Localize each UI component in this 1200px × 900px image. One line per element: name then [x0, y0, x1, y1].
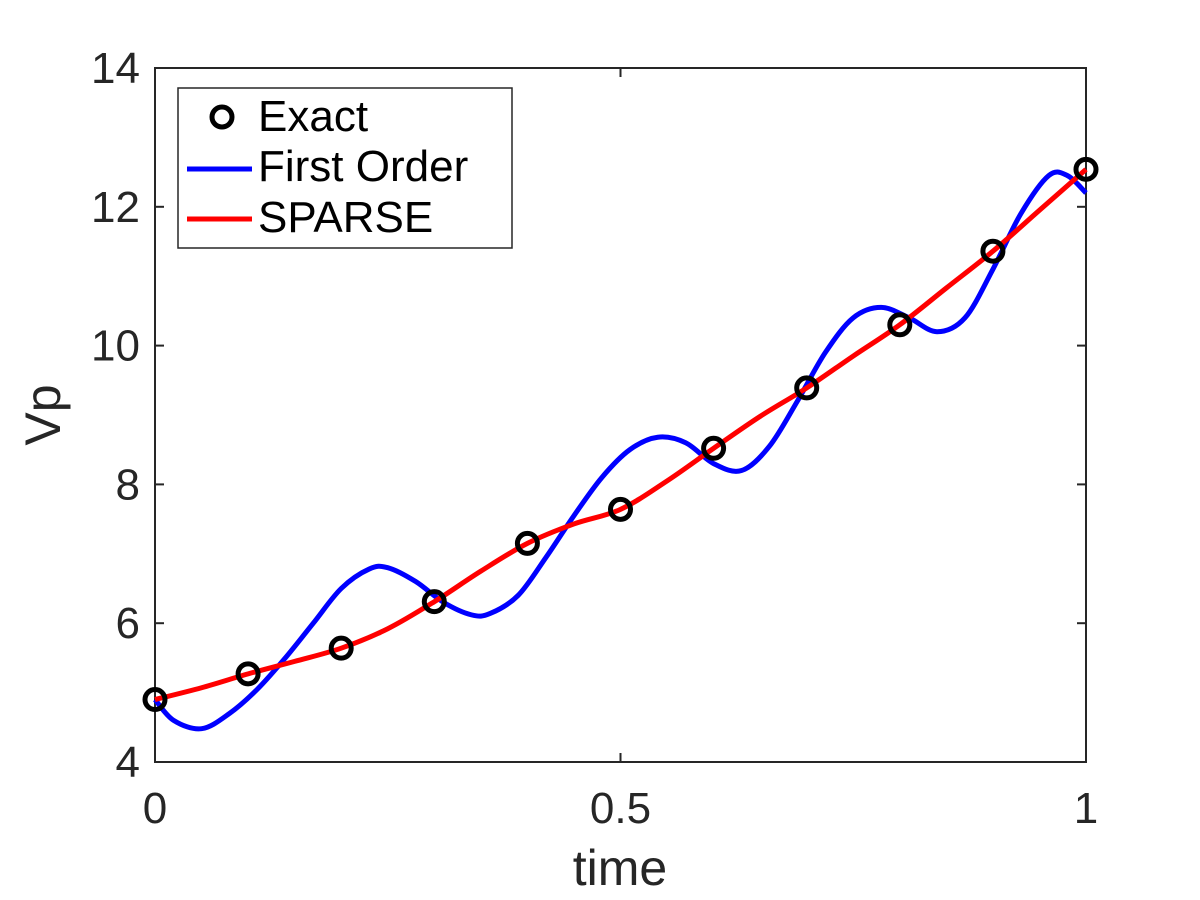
series-line-sparse [154, 167, 1088, 702]
exact-point [421, 589, 447, 615]
x-tick-label: 0.5 [590, 784, 651, 833]
legend-label-sparse: SPARSE [258, 193, 433, 242]
series-line-first-order [153, 169, 1088, 732]
y-tick-label: 8 [116, 460, 140, 509]
y-tick-label: 12 [91, 183, 140, 232]
y-axis-label: Vp [15, 384, 71, 445]
exact-point [328, 635, 354, 661]
exact-point [887, 312, 913, 338]
legend-marker-exact [209, 104, 235, 130]
y-tick-label: 4 [116, 738, 140, 787]
legend: Exact First Order SPARSE [177, 87, 513, 249]
y-tick-label: 14 [91, 44, 140, 93]
exact-point [608, 496, 633, 522]
exact-point [1073, 156, 1099, 182]
exact-point [514, 530, 540, 556]
exact-point [794, 375, 820, 401]
series-layer [142, 156, 1099, 732]
y-tick-label: 10 [91, 322, 140, 371]
legend-label-first-order: First Order [258, 142, 468, 191]
x-tick-label: 1 [1074, 784, 1098, 833]
exact-point [142, 687, 168, 713]
exact-point [701, 435, 727, 461]
y-tick-label: 6 [116, 599, 140, 648]
legend-label-exact: Exact [258, 92, 368, 141]
exact-point [980, 238, 1006, 264]
x-tick-label: 0 [143, 784, 167, 833]
x-axis-label: time [573, 840, 667, 896]
exact-point [235, 661, 261, 687]
